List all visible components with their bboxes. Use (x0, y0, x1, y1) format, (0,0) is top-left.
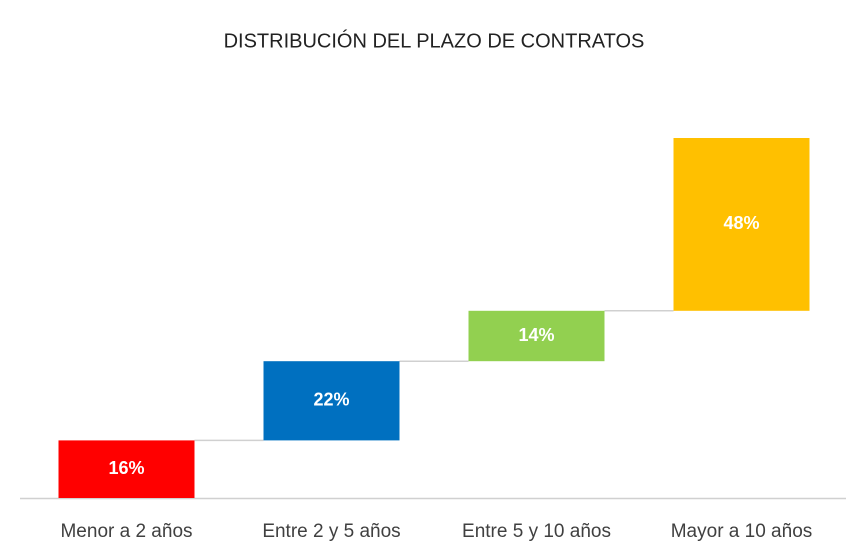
x-tick-label: Menor a 2 años (60, 521, 192, 542)
x-tick-label: Entre 2 y 5 años (262, 521, 400, 542)
x-tick-label: Entre 5 y 10 años (462, 521, 611, 542)
value-label: 48% (723, 213, 759, 233)
x-tick-label: Mayor a 10 años (671, 521, 813, 542)
bar (468, 310, 605, 362)
bar (673, 138, 810, 311)
value-label: 22% (313, 390, 349, 410)
bar (263, 361, 400, 441)
bar (58, 440, 195, 498)
value-label: 16% (108, 458, 144, 478)
value-label: 14% (518, 325, 554, 345)
chart-title: DISTRIBUCIÓN DEL PLAZO DE CONTRATOS (224, 29, 645, 52)
